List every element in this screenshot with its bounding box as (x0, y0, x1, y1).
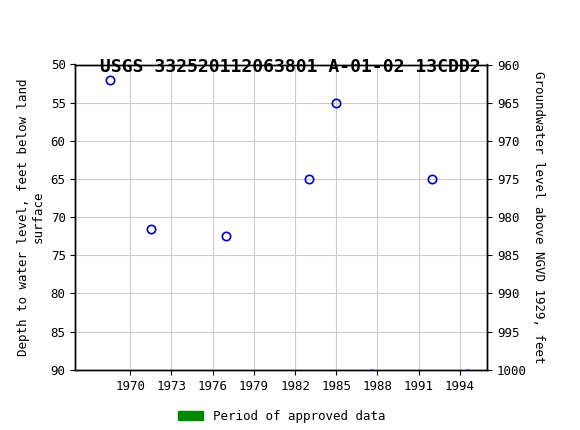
Text: USGS 332520112063801 A-01-02 13CDD2: USGS 332520112063801 A-01-02 13CDD2 (100, 58, 480, 76)
Y-axis label: Depth to water level, feet below land
surface: Depth to water level, feet below land su… (17, 78, 45, 356)
Y-axis label: Groundwater level above NGVD 1929, feet: Groundwater level above NGVD 1929, feet (532, 71, 545, 363)
Legend: Period of approved data: Period of approved data (172, 405, 390, 428)
Text: ≡USGS: ≡USGS (6, 14, 81, 38)
